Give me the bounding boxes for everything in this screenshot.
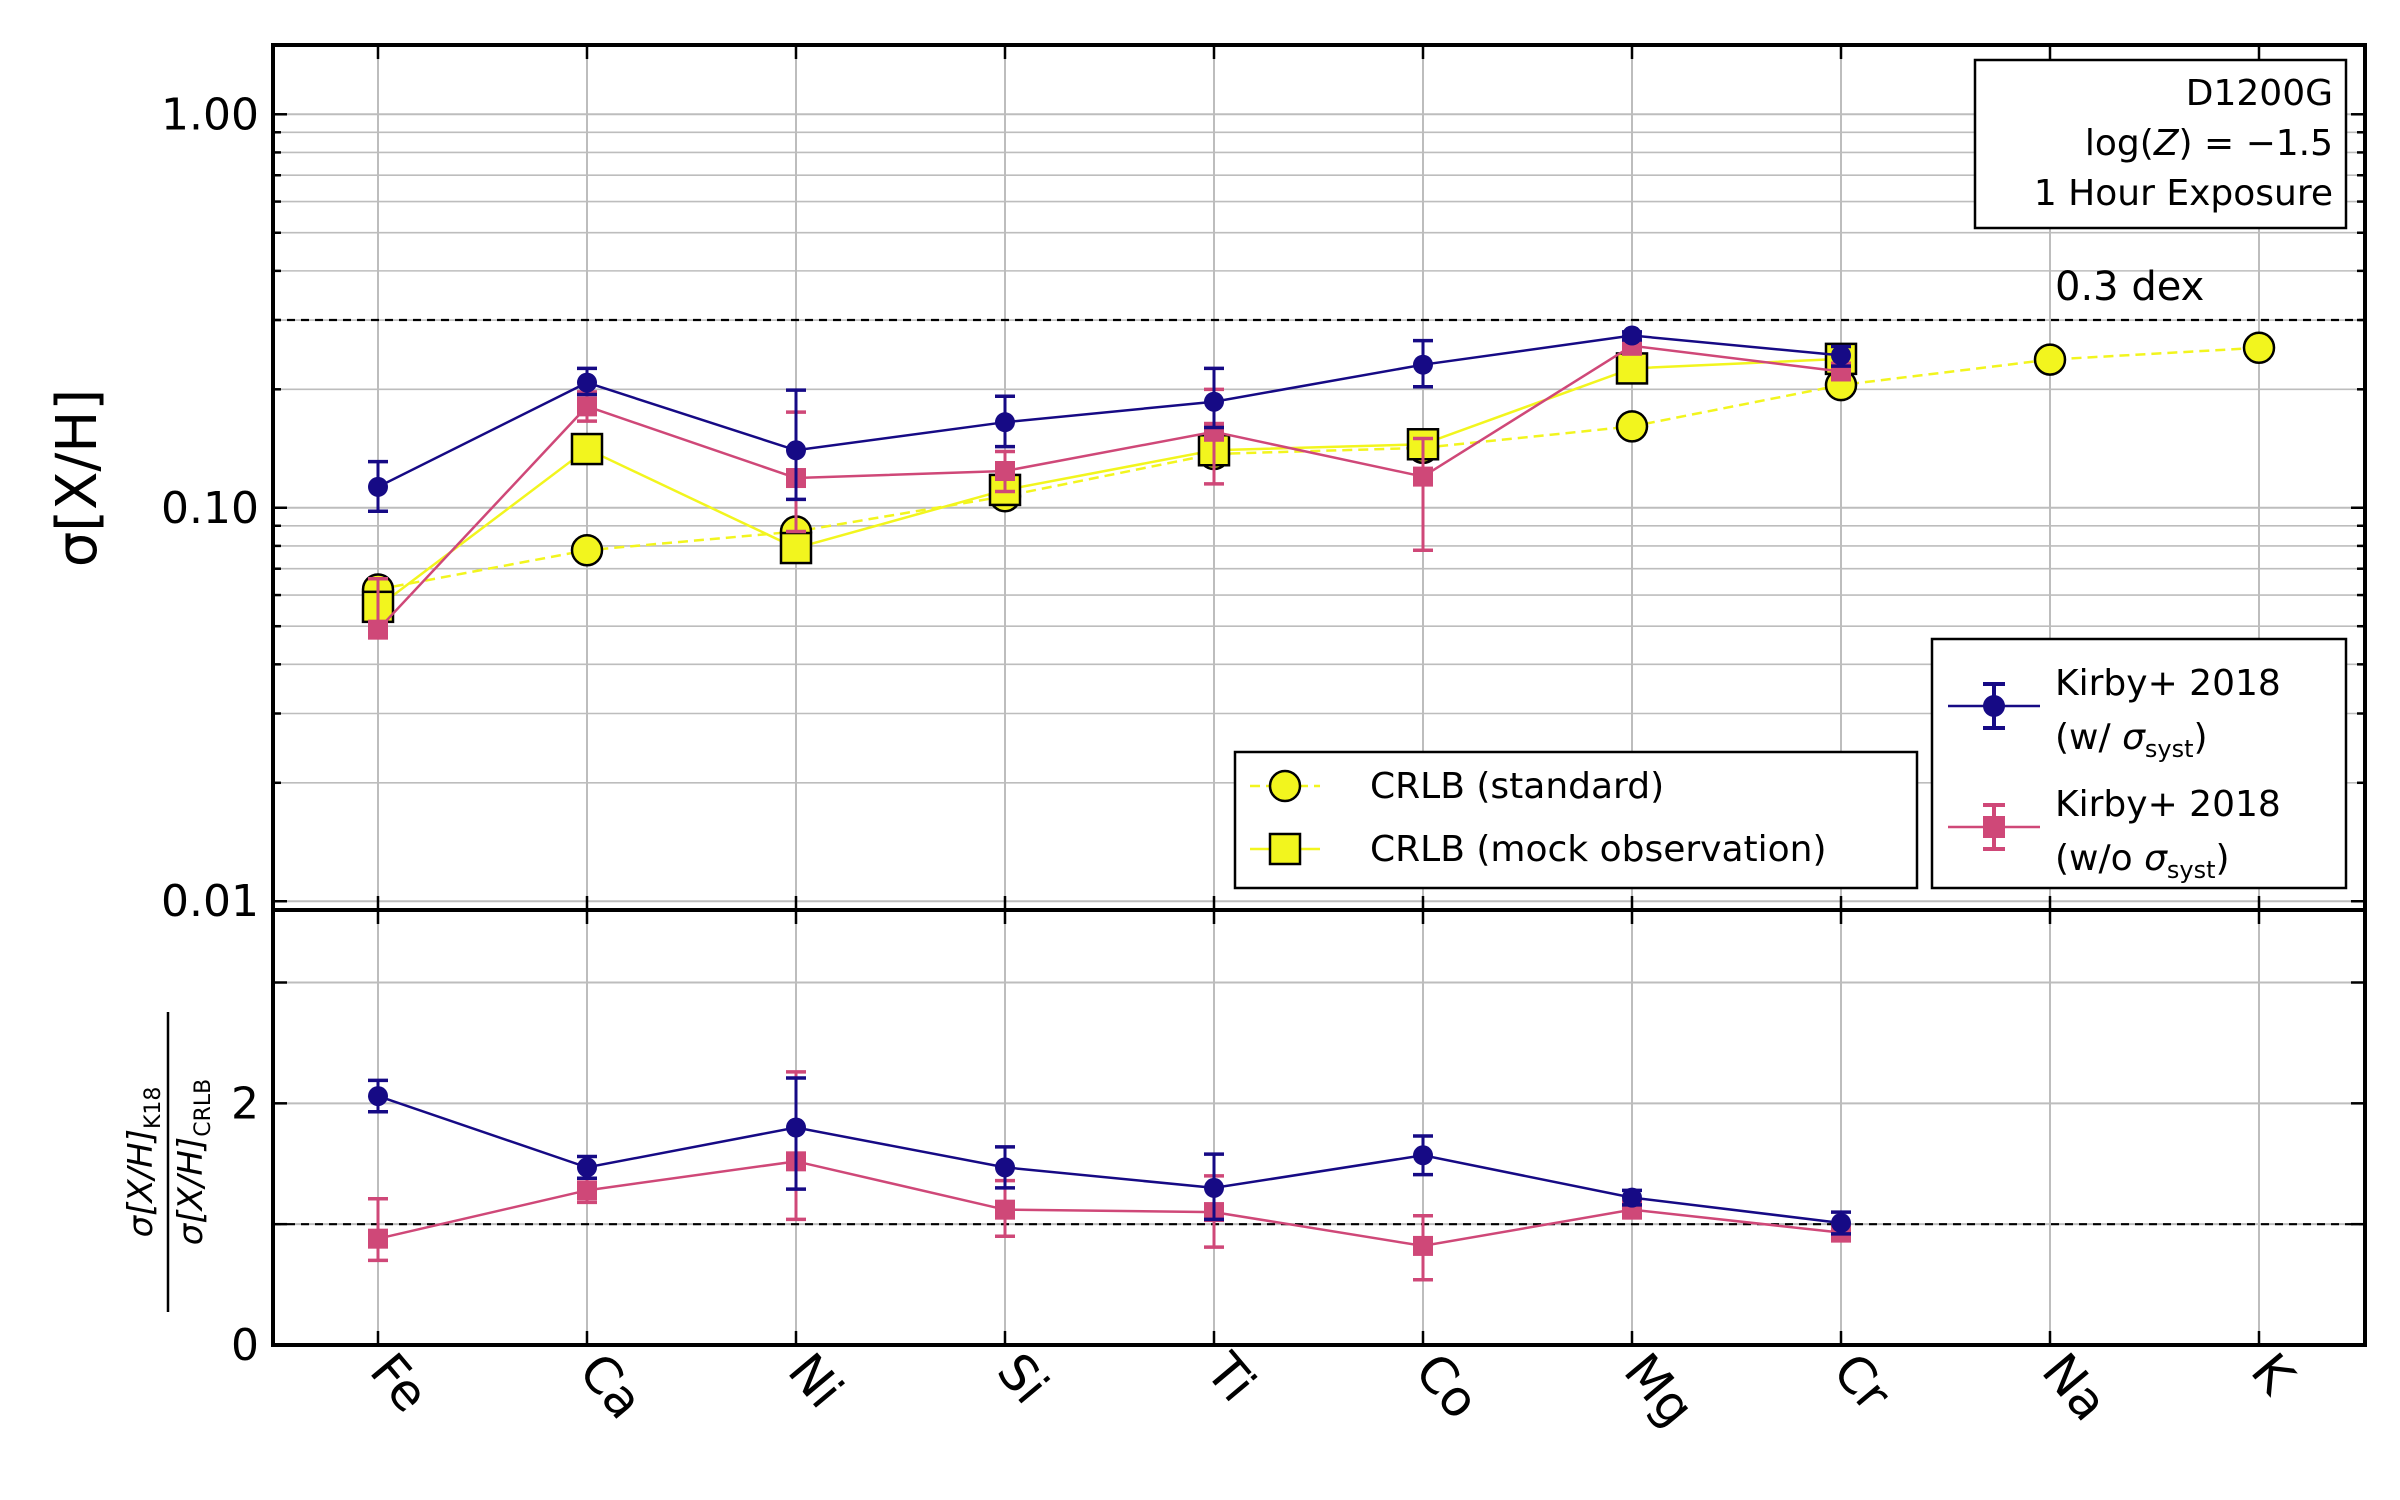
legend-label-kirby-with-syst-line2: (w/ σsyst) bbox=[2055, 717, 2208, 763]
point-ratio_without_syst bbox=[368, 1228, 388, 1249]
point-crlb_mock bbox=[1615, 352, 1649, 385]
legend-crlb: CRLB (standard) CRLB (mock observation) bbox=[1233, 750, 1919, 890]
series-line-crlb-standard bbox=[377, 346, 2260, 591]
point-kirby_with_syst bbox=[1204, 391, 1224, 412]
legend-marker-square bbox=[1983, 816, 2005, 838]
y-tick-label: 0.10 bbox=[161, 483, 259, 534]
point-ratio_without_syst bbox=[577, 1180, 597, 1201]
y-tick-label: 0 bbox=[231, 1320, 259, 1371]
point-kirby_without_syst bbox=[368, 619, 388, 640]
point-crlb_standard bbox=[1615, 410, 1649, 443]
y-tick-label: 1.00 bbox=[161, 89, 259, 140]
legend-marker-square bbox=[1268, 832, 1302, 866]
y-tick-label: 2 bbox=[231, 1078, 259, 1129]
top-plot-marks bbox=[273, 318, 2365, 640]
annotation-line1: D1200G bbox=[2186, 73, 2333, 114]
point-kirby_with_syst bbox=[995, 412, 1015, 433]
point-ratio_with_syst bbox=[1831, 1212, 1851, 1233]
axes-frames bbox=[271, 43, 2367, 1347]
x-tick-label-na: Na bbox=[2031, 1342, 2119, 1431]
legend-kirby: Kirby+ 2018 (w/ σsyst) Kirby+ 2018 (w/o … bbox=[1930, 637, 2348, 890]
point-ratio_with_syst bbox=[1622, 1187, 1642, 1208]
bottom-axes-frame bbox=[271, 908, 2367, 1347]
x-tick-label-k: K bbox=[2240, 1342, 2306, 1405]
point-ratio_with_syst bbox=[1204, 1177, 1224, 1198]
legend-marker-circle bbox=[1983, 695, 2005, 717]
x-tick-label-fe: Fe bbox=[359, 1342, 440, 1423]
point-crlb_mock bbox=[779, 531, 813, 565]
point-ratio_with_syst bbox=[1413, 1145, 1433, 1166]
point-ratio_without_syst bbox=[1413, 1235, 1433, 1256]
bottom-plot-marks bbox=[273, 1070, 2365, 1282]
axis-ticks bbox=[273, 45, 2365, 1347]
series-line-kirby_with_syst bbox=[377, 334, 1842, 488]
legend-label-kirby-without-syst-line1: Kirby+ 2018 bbox=[2055, 784, 2281, 825]
point-kirby_with_syst bbox=[368, 476, 388, 497]
legend-entry-kirby-with-syst: Kirby+ 2018 (w/ σsyst) bbox=[1948, 663, 2281, 763]
legend-entry-crlb-standard: CRLB (standard) bbox=[1250, 766, 1664, 807]
series-line-kirby_without_syst bbox=[377, 344, 1842, 631]
bottom-ylabel-denominator: σ[X/H]CRLB bbox=[171, 1079, 216, 1245]
legend-label-kirby-without-syst-line2: (w/o σsyst) bbox=[2055, 838, 2230, 884]
series-line-ratio_with_syst bbox=[377, 1094, 1842, 1225]
legend-marker-circle bbox=[1268, 769, 1302, 803]
bottom-ylabel-numerator: σ[X/H]K18 bbox=[121, 1087, 166, 1238]
x-tick-label-cr: Cr bbox=[1822, 1342, 1902, 1422]
annotation-box: D1200G log(Z) = −1.5 1 Hour Exposure bbox=[1973, 58, 2348, 230]
x-tick-label-ca: Ca bbox=[568, 1342, 655, 1430]
point-crlb_mock bbox=[570, 432, 604, 466]
point-kirby_without_syst bbox=[577, 396, 597, 417]
legend-label-crlb-mock: CRLB (mock observation) bbox=[1370, 829, 1827, 870]
point-crlb_standard bbox=[2242, 331, 2276, 365]
bottom-ylabel: σ[X/H]K18 σ[X/H]CRLB bbox=[121, 1012, 216, 1312]
annotation-line3: 1 Hour Exposure bbox=[2034, 173, 2333, 214]
y-tick-label: 0.01 bbox=[161, 876, 259, 927]
point-kirby_without_syst bbox=[1413, 466, 1433, 487]
point-crlb_standard bbox=[2033, 343, 2067, 376]
point-kirby_with_syst bbox=[786, 440, 806, 461]
annotation-line2: log(Z) = −1.5 bbox=[2085, 123, 2333, 164]
point-ratio_with_syst bbox=[786, 1117, 806, 1138]
series-line-crlb-mock bbox=[377, 357, 1842, 608]
point-kirby_without_syst bbox=[995, 461, 1015, 482]
point-kirby_with_syst bbox=[1831, 345, 1851, 366]
legend-entry-crlb-mock: CRLB (mock observation) bbox=[1250, 829, 1827, 870]
point-kirby_with_syst bbox=[577, 372, 597, 393]
legend-entry-kirby-without-syst: Kirby+ 2018 (w/o σsyst) bbox=[1948, 784, 2281, 884]
x-tick-label-ni: Ni bbox=[777, 1342, 854, 1419]
point-crlb_standard bbox=[570, 533, 604, 567]
series-line-ratio_without_syst bbox=[377, 1160, 1842, 1248]
top-ylabel: σ[X/H] bbox=[45, 389, 110, 568]
point-ratio_with_syst bbox=[577, 1157, 597, 1178]
bot-grid bbox=[273, 910, 2365, 1346]
legend-label-crlb-standard: CRLB (standard) bbox=[1370, 766, 1664, 807]
point-kirby_with_syst bbox=[1413, 354, 1433, 375]
reference-line-label: 0.3 dex bbox=[2055, 264, 2204, 310]
legend-label-kirby-with-syst-line1: Kirby+ 2018 bbox=[2055, 663, 2281, 704]
x-tick-label-co: Co bbox=[1404, 1342, 1491, 1429]
point-ratio_without_syst bbox=[995, 1199, 1015, 1220]
point-ratio_with_syst bbox=[995, 1157, 1015, 1178]
x-tick-label-si: Si bbox=[986, 1342, 1060, 1414]
x-tick-label-mg: Mg bbox=[1613, 1342, 1706, 1437]
x-tick-label-ti: Ti bbox=[1194, 1342, 1267, 1413]
point-ratio_with_syst bbox=[368, 1086, 388, 1107]
point-kirby_with_syst bbox=[1622, 325, 1642, 346]
